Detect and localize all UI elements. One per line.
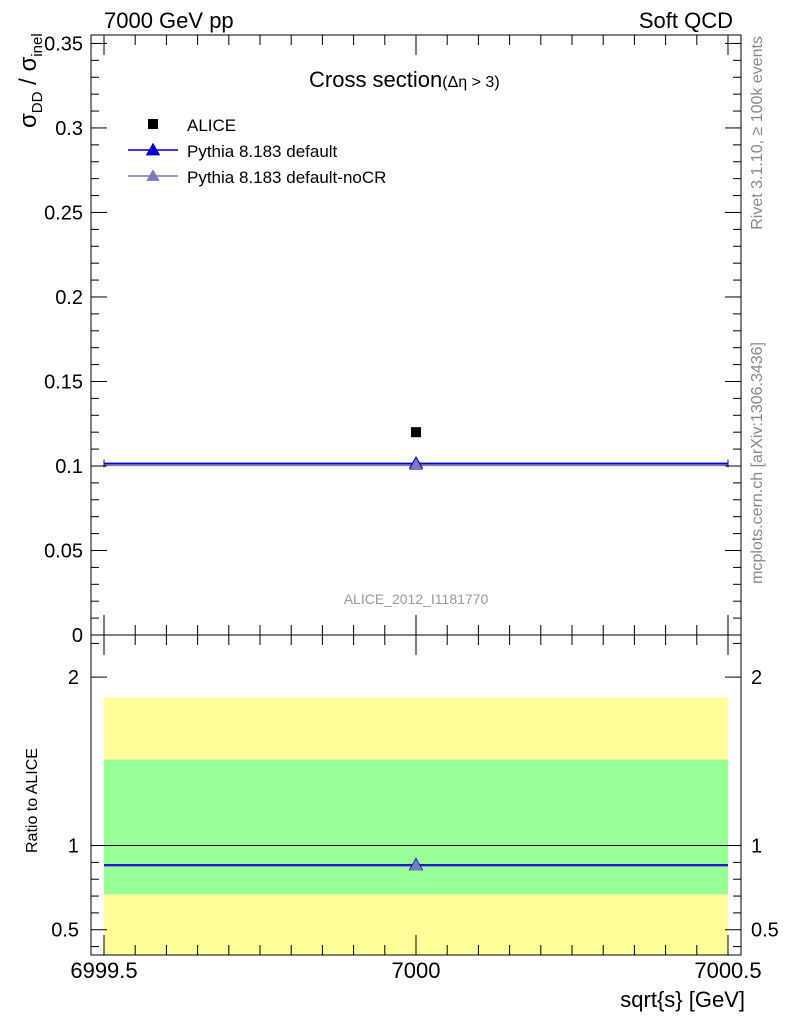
ratio-y-tick-label: 2: [68, 667, 79, 689]
ratio-y-tick-label-right: 0.5: [751, 920, 779, 942]
x-axis-label: sqrt{s} [GeV]: [620, 987, 745, 1012]
legend: ALICE Pythia 8.183 default Pythia 8.183 de…: [128, 116, 386, 187]
band-inner: [104, 759, 728, 895]
main-y-axis-label: σDD / σinel: [15, 33, 46, 128]
main-panel: 0 0.05 0.1 0.15 0.2 0.25 0.3 0.35 Cross section…: [44, 33, 742, 647]
ratio-y-axis-label: Ratio to ALICE: [24, 748, 41, 853]
x-tick-label: 7000.5: [694, 958, 761, 983]
legend-label-pythia-nocr: Pythia 8.183 default-noCR: [187, 168, 386, 187]
legend-marker-pythia-default: [145, 142, 161, 156]
mcplots-label: mcplots.cern.ch [arXiv:1306.3436]: [749, 342, 766, 584]
y-tick-label: 0.25: [44, 202, 83, 224]
y-tick-label: 0.05: [44, 540, 83, 562]
main-title: Cross section(Δη > 3): [309, 67, 500, 92]
header-right: Soft QCD: [639, 8, 733, 33]
y-tick-label: 0.2: [55, 287, 83, 309]
marker-pythia-nocr: [409, 458, 423, 471]
ratio-y-tick-label: 1: [68, 836, 79, 858]
ratio-y-tick-label-right: 2: [751, 667, 762, 689]
header-left: 7000 GeV pp: [104, 8, 234, 33]
legend-label-pythia-default: Pythia 8.183 default: [187, 142, 338, 161]
rivet-label: Rivet 3.1.10, ≥ 100k events: [749, 36, 766, 230]
ratio-y-tick-label-right: 1: [751, 836, 762, 858]
legend-marker-pythia-nocr: [146, 169, 160, 181]
legend-marker-alice: [148, 119, 158, 129]
x-tick-label: 7000: [392, 958, 441, 983]
analysis-watermark: ALICE_2012_I1181770: [344, 591, 489, 607]
ratio-panel: 0.5 0.5 1 1 2 2 6999.5 7000 7000.5: [51, 634, 779, 983]
y-tick-label: 0.15: [44, 371, 83, 393]
marker-alice: [411, 427, 421, 438]
legend-label-alice: ALICE: [187, 116, 236, 135]
y-tick-label: 0: [72, 625, 83, 647]
x-tick-label: 6999.5: [70, 958, 137, 983]
y-tick-label: 0.1: [55, 456, 83, 478]
y-tick-label: 0.35: [44, 33, 83, 55]
ratio-y-tick-label: 0.5: [51, 920, 79, 942]
y-tick-label: 0.3: [55, 118, 83, 140]
ratio-marker-pythia-nocr: [409, 858, 423, 871]
